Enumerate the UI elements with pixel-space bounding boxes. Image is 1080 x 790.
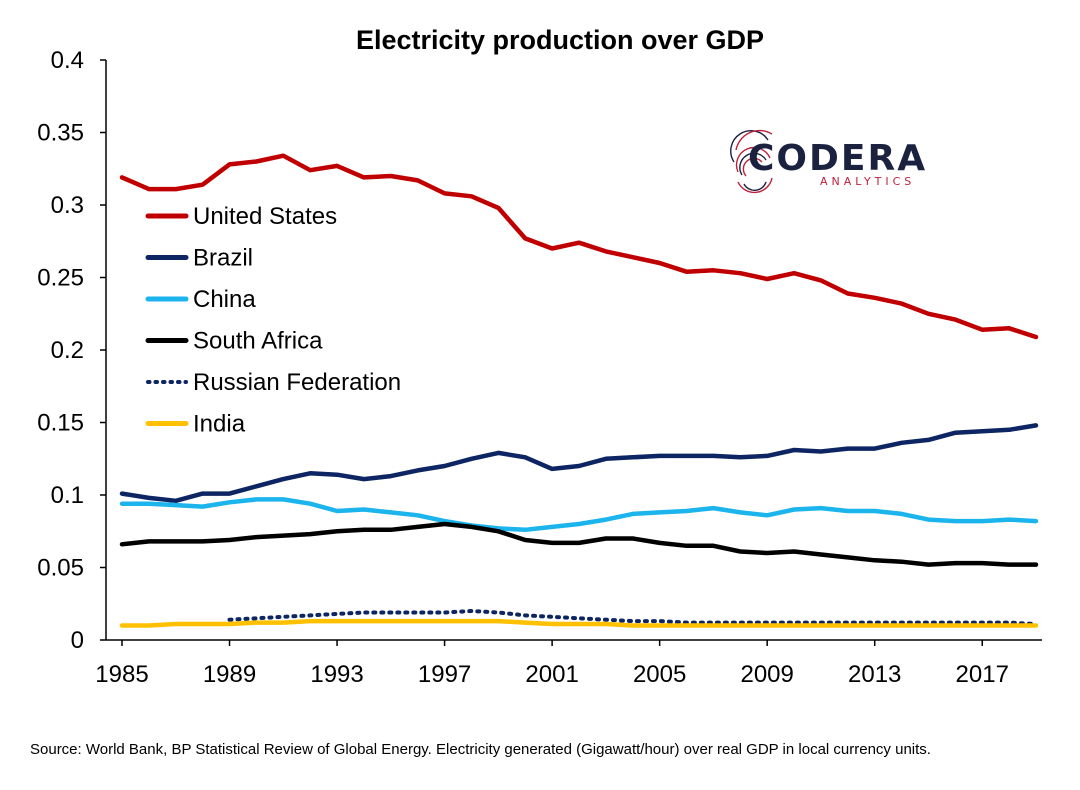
logo-tagline: ANALYTICS — [820, 175, 915, 188]
y-tick-label: 0.15 — [37, 410, 84, 437]
x-tick-label: 1989 — [203, 661, 256, 688]
x-tick-label: 1985 — [95, 661, 148, 688]
series-line-south-africa — [119, 521, 1039, 567]
y-tick-label: 0 — [71, 627, 84, 654]
series-line-united-states — [119, 153, 1039, 340]
series-line-india — [119, 618, 1039, 628]
series-line-china — [119, 497, 1039, 533]
y-tick-label: 0.4 — [51, 47, 84, 74]
series-line-russian-federation — [227, 609, 1038, 626]
legend-label: India — [193, 411, 246, 438]
legend-label: China — [193, 286, 256, 313]
x-tick-label: 1993 — [310, 661, 363, 688]
chart-title: Electricity production over GDP — [356, 25, 764, 55]
legend-label: Brazil — [193, 245, 253, 272]
y-tick-label: 0.3 — [51, 192, 84, 219]
x-tick-label: 2005 — [633, 661, 686, 688]
legend-label: United States — [193, 203, 337, 230]
series-line-brazil — [119, 423, 1039, 504]
x-tick-label: 2013 — [848, 661, 901, 688]
logo-wordmark: CODERA — [748, 138, 927, 179]
legend: United States Brazil China South Africa Russ… — [145, 203, 401, 438]
series-lines — [119, 153, 1039, 628]
legend-label: Russian Federation — [193, 369, 401, 396]
x-tick-label: 2009 — [740, 661, 793, 688]
fingerprint-icon — [730, 129, 773, 194]
x-tick-label: 2017 — [956, 661, 1009, 688]
y-tick-label: 0.2 — [51, 337, 84, 364]
y-tick-label: 0.1 — [51, 482, 84, 509]
y-tick-label: 0.25 — [37, 265, 84, 292]
x-axis-ticks: 1985 1989 1993 1997 2001 2005 2009 2013 2017 — [95, 640, 1009, 688]
x-tick-label: 1997 — [418, 661, 471, 688]
codera-logo: CODERA ANALYTICS — [730, 129, 927, 194]
x-tick-label: 2001 — [525, 661, 578, 688]
y-axis-ticks: 0 0.05 0.1 0.15 0.2 0.25 0.3 0.35 0.4 — [37, 47, 106, 654]
legend-label: South Africa — [193, 328, 323, 355]
y-tick-label: 0.05 — [37, 555, 84, 582]
y-tick-label: 0.35 — [37, 120, 84, 147]
source-note: Source: World Bank, BP Statistical Revie… — [30, 741, 931, 758]
